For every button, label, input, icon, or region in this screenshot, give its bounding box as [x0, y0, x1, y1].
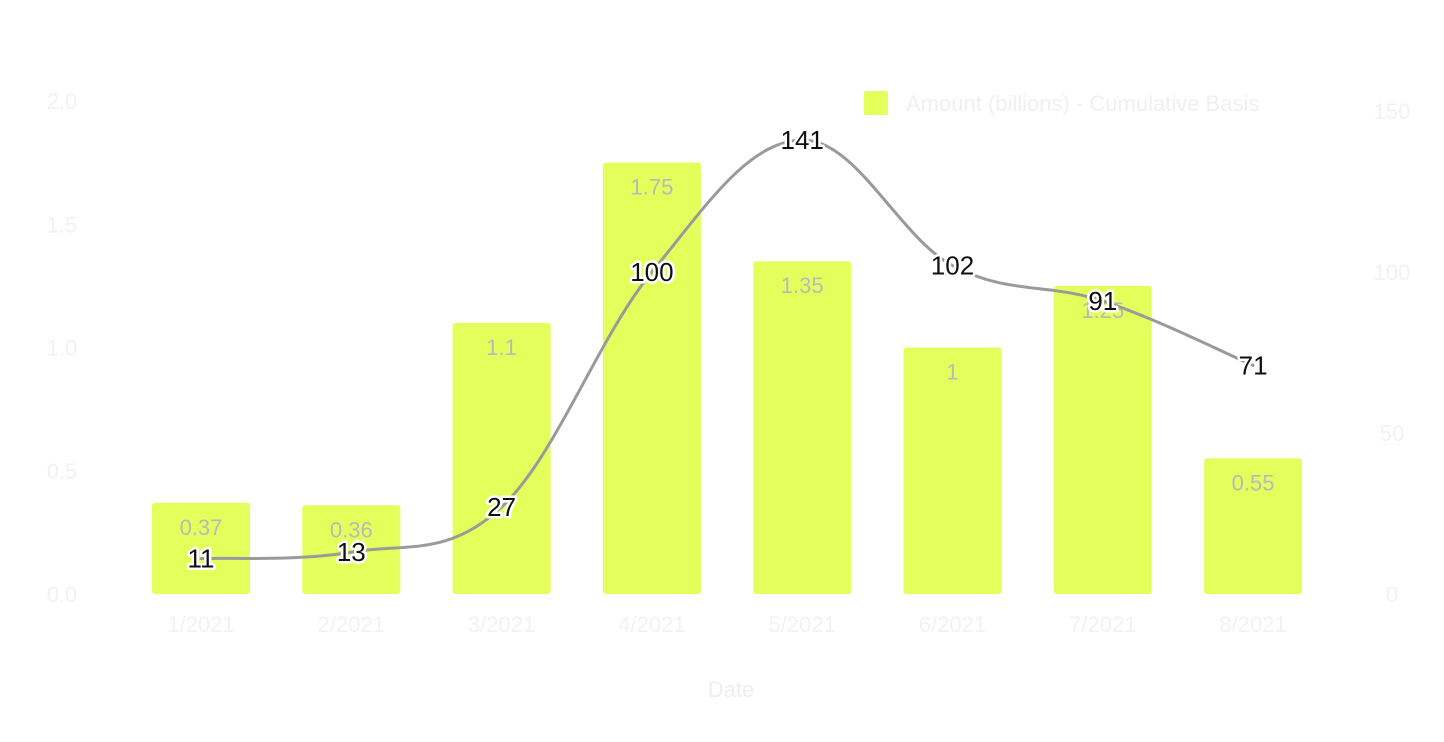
- bar-label-5: 1: [946, 360, 958, 385]
- line-label-0: 11: [188, 544, 215, 574]
- bar-6[interactable]: [1053, 285, 1152, 594]
- legend-label: Amount (billions) - Cumulative Basis: [906, 91, 1259, 116]
- x-tick-7: 8/2021: [1219, 612, 1286, 637]
- bar-series: [152, 162, 1303, 595]
- bar-label-3: 1.75: [630, 175, 673, 200]
- bar-label-7: 0.55: [1232, 470, 1275, 495]
- line-label-7: 71: [1239, 350, 1268, 380]
- left-y-axis: 0.0 0.5 1.0 1.5 2.0: [47, 89, 78, 607]
- right-axis-tick-0: 0: [1386, 582, 1398, 607]
- x-axis-title: Date: [708, 677, 754, 702]
- line-label-6: 91: [1088, 286, 1117, 316]
- bar-label-0: 0.37: [180, 515, 223, 540]
- line-data-labels: 11 13 27 100 141 102 91 71: [185, 122, 1270, 576]
- x-tick-5: 6/2021: [919, 612, 986, 637]
- x-tick-2: 3/2021: [468, 612, 535, 637]
- x-tick-3: 4/2021: [618, 612, 685, 637]
- left-axis-tick-3: 1.5: [47, 212, 78, 237]
- right-axis-tick-1: 50: [1380, 421, 1404, 446]
- line-label-5: 102: [931, 251, 974, 281]
- line-series: [199, 138, 1255, 561]
- bar-4[interactable]: [753, 261, 852, 594]
- bar-label-2: 1.1: [486, 335, 517, 360]
- line-label-2: 27: [487, 492, 516, 522]
- left-axis-tick-0: 0.0: [47, 582, 78, 607]
- x-tick-6: 7/2021: [1069, 612, 1136, 637]
- x-tick-0: 1/2021: [167, 612, 234, 637]
- right-y-axis: 0 50 100 150: [1374, 99, 1411, 607]
- right-axis-tick-3: 150: [1374, 99, 1411, 124]
- bar-7[interactable]: [1204, 458, 1303, 594]
- bar-label-4: 1.35: [781, 273, 824, 298]
- left-axis-tick-2: 1.0: [47, 336, 78, 361]
- right-axis-tick-2: 100: [1374, 260, 1411, 285]
- bar-2[interactable]: [452, 322, 551, 594]
- left-axis-tick-4: 2.0: [47, 89, 78, 114]
- left-axis-tick-1: 0.5: [47, 459, 78, 484]
- line-label-3: 100: [630, 257, 673, 287]
- legend-swatch: [864, 91, 888, 115]
- x-axis: 1/2021 2/2021 3/2021 4/2021 5/2021 6/2021 7/20…: [167, 612, 1286, 637]
- legend[interactable]: Amount (billions) - Cumulative Basis: [864, 91, 1259, 116]
- line-label-1: 13: [337, 537, 366, 567]
- bar-3[interactable]: [602, 162, 701, 594]
- line-label-4: 141: [781, 125, 824, 155]
- bar-0[interactable]: [152, 502, 250, 594]
- bar-5[interactable]: [903, 347, 1002, 595]
- bar-label-1: 0.36: [330, 517, 373, 542]
- x-tick-1: 2/2021: [318, 612, 385, 637]
- x-tick-4: 5/2021: [769, 612, 836, 637]
- bar-1[interactable]: [302, 505, 401, 594]
